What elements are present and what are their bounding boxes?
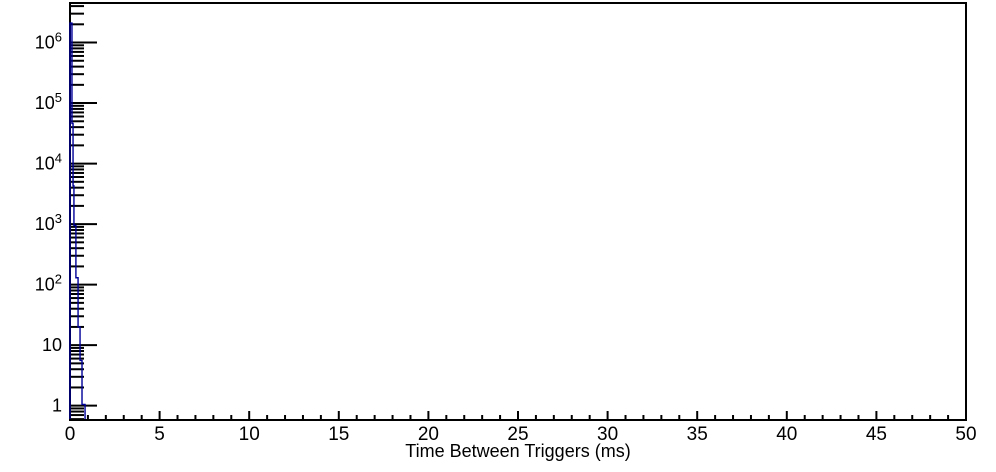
y-tick-label: 106	[35, 30, 62, 53]
x-axis-title: Time Between Triggers (ms)	[405, 441, 631, 461]
y-tick-label: 103	[35, 211, 62, 234]
x-tick-label: 35	[687, 424, 708, 445]
y-tick-label: 1	[52, 396, 62, 416]
plot-frame	[69, 2, 967, 421]
x-tick-label: 20	[418, 424, 439, 445]
x-tick-label: 50	[955, 424, 976, 445]
x-tick-label: 40	[776, 424, 797, 445]
y-tick-label: 102	[35, 272, 62, 295]
x-tick-label: 30	[597, 424, 618, 445]
x-tick-label: 5	[154, 424, 165, 445]
y-tick-label: 104	[35, 151, 62, 174]
x-tick-label: 0	[65, 424, 76, 445]
y-tick-label: 10	[42, 335, 62, 355]
x-tick-label: 25	[507, 424, 528, 445]
x-tick-label: 10	[239, 424, 260, 445]
x-axis: 0 5 10 15 20 25 30 35 40 45 50	[65, 411, 977, 445]
y-tick-label: 105	[35, 90, 62, 113]
y-axis: 1 10 102 103 104 105 106	[35, 5, 97, 421]
x-tick-label: 45	[866, 424, 887, 445]
histogram-line	[69, 22, 86, 419]
x-tick-label: 15	[328, 424, 349, 445]
